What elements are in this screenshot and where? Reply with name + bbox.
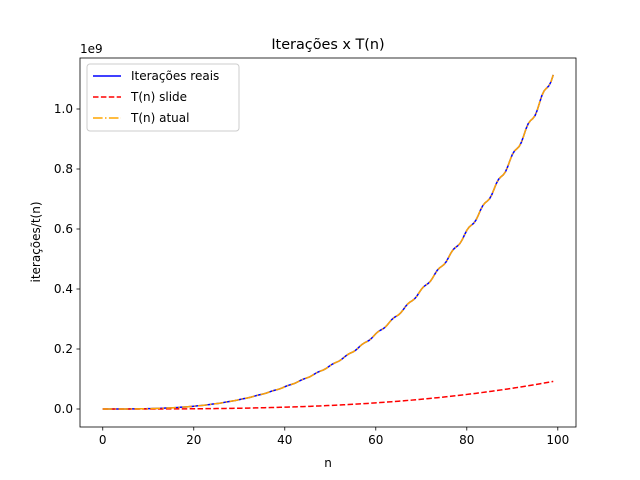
legend-label-1: Iterações reais [131,69,219,83]
legend: Iterações reais T(n) slide T(n) atual [86,63,240,132]
y-tick-label: 1.0 [54,102,73,116]
legend-label-3: T(n) atual [130,111,189,125]
x-tick-label: 100 [546,433,569,447]
legend-label-2: T(n) slide [130,90,187,104]
y-tick-label: 0.4 [54,282,73,296]
x-tick-label: 20 [186,433,201,447]
plot-area [102,74,554,410]
legend-box [86,63,240,132]
axes-frame [79,57,577,428]
series-line-3 [102,74,554,410]
axis-ticks: 0 20 40 60 80 100 0.0 0.2 0.4 0.6 0.8 1.0 [54,102,569,447]
y-tick-label: 0.2 [54,342,73,356]
x-tick-label: 40 [277,433,292,447]
series-line-2 [102,380,554,410]
x-tick-label: 80 [459,433,474,447]
y-offset-label: 1e9 [80,42,103,56]
y-tick-label: 0.6 [54,222,73,236]
chart-title: Iterações x T(n) [271,37,384,53]
x-tick-label: 0 [99,433,107,447]
y-tick-label: 0.8 [54,162,73,176]
y-axis-label: iterações/t(n) [29,202,43,283]
x-tick-label: 60 [368,433,383,447]
y-tick-label: 0.0 [54,402,73,416]
x-axis-label: n [324,456,332,470]
